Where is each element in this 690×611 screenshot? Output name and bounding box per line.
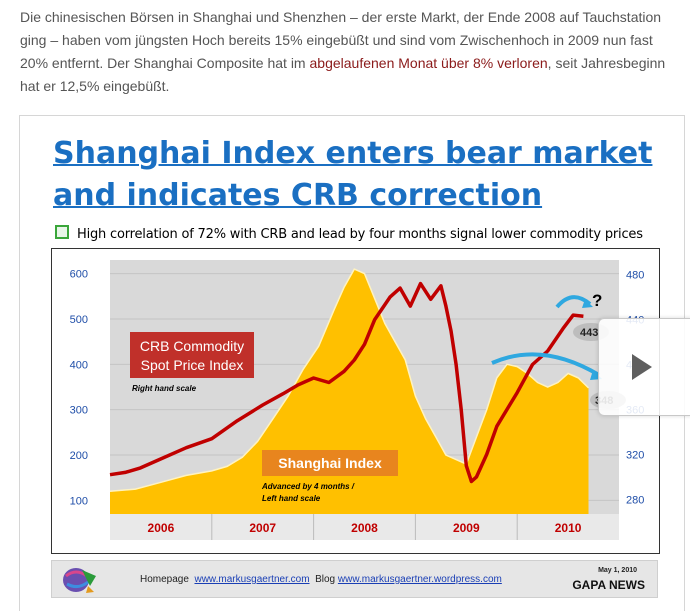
next-slide-button[interactable] xyxy=(598,318,690,416)
footer-brand: GAPA NEWS xyxy=(572,578,645,592)
year-label: 2006 xyxy=(148,521,175,535)
crb-scale-note: Right hand scale xyxy=(132,384,197,393)
year-label: 2009 xyxy=(453,521,480,535)
intro-link[interactable]: abgelaufenen Monat über 8% verloren xyxy=(309,55,548,71)
shanghai-line xyxy=(109,268,590,493)
right-tick-label: 480 xyxy=(626,270,644,282)
crb-label-line2: Spot Price Index xyxy=(141,357,244,373)
crb-line xyxy=(109,281,584,484)
footer-date: May 1, 2010 xyxy=(598,567,637,574)
blog-link[interactable]: www.markusgaertner.wordpress.com xyxy=(337,574,502,585)
left-tick-label: 300 xyxy=(70,405,88,417)
left-tick-label: 400 xyxy=(70,359,88,371)
intro-text: Die chinesischen Börsen in Shanghai und … xyxy=(20,9,662,71)
shanghai-note-2: Left hand scale xyxy=(262,494,321,503)
year-label: 2010 xyxy=(555,521,582,535)
homepage-link[interactable]: www.markusgaertner.com xyxy=(194,574,310,585)
shanghai-area xyxy=(110,269,589,514)
footer-links: Homepage www.markusgaertner.com Blog www… xyxy=(140,574,502,585)
shanghai-label: Shanghai Index xyxy=(278,455,382,471)
slide-title: Shanghai Index enters bear market and in… xyxy=(53,136,653,213)
slide-subtitle: High correlation of 72% with CRB and lea… xyxy=(55,225,643,242)
crb-arc-arrowhead xyxy=(582,299,593,308)
shanghai-label-box xyxy=(262,450,398,476)
left-tick-label: 600 xyxy=(70,269,88,281)
shanghai-arc-arrow xyxy=(491,352,601,377)
slide-footer: Homepage www.markusgaertner.com Blog www… xyxy=(51,560,658,598)
homepage-label: Homepage xyxy=(140,574,189,585)
crb-end-label: 443 xyxy=(580,327,598,339)
question-mark: ? xyxy=(592,291,602,310)
play-next-icon xyxy=(632,354,652,380)
gapa-logo-icon xyxy=(63,568,96,593)
left-tick-label: 500 xyxy=(70,314,88,326)
subtitle-text: High correlation of 72% with CRB and lea… xyxy=(77,227,643,242)
intro-paragraph: Die chinesischen Börsen in Shanghai und … xyxy=(20,6,675,98)
left-tick-label: 200 xyxy=(70,450,88,462)
intro-text-end: , seit Jahresbeginn hat er 12,5% eingebü… xyxy=(20,55,666,94)
right-tick-label: 280 xyxy=(626,494,644,506)
year-label: 2008 xyxy=(351,521,378,535)
blog-label: Blog xyxy=(315,574,336,585)
year-label: 2007 xyxy=(249,521,276,535)
left-tick-label: 100 xyxy=(70,495,88,507)
right-tick-label: 320 xyxy=(626,449,644,461)
crb-label-box xyxy=(130,332,254,378)
shanghai-note-1: Advanced by 4 months / xyxy=(261,482,355,491)
crb-label-line1: CRB Commodity xyxy=(140,338,244,354)
checkbox-bullet-icon xyxy=(55,225,69,239)
year-band xyxy=(110,514,619,540)
